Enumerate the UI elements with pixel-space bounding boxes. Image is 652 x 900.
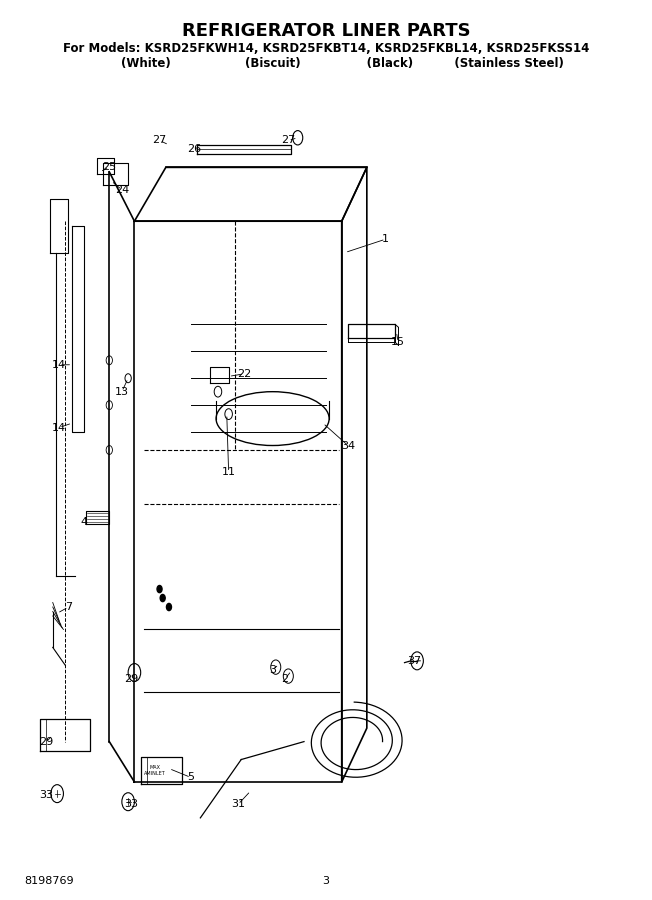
Text: 2: 2 <box>282 674 289 684</box>
Text: 29: 29 <box>124 674 138 684</box>
Text: 27: 27 <box>153 136 167 146</box>
Text: 24: 24 <box>115 184 129 194</box>
Text: 3: 3 <box>323 876 329 886</box>
Text: 14: 14 <box>52 360 66 370</box>
Text: 14: 14 <box>52 423 66 433</box>
Text: 33: 33 <box>40 790 53 800</box>
Text: 5: 5 <box>187 772 194 782</box>
Text: 26: 26 <box>187 144 201 155</box>
Text: 27: 27 <box>281 136 295 146</box>
Text: REFRIGERATOR LINER PARTS: REFRIGERATOR LINER PARTS <box>182 22 470 40</box>
Circle shape <box>160 595 165 601</box>
Text: 11: 11 <box>222 467 235 477</box>
Text: 3: 3 <box>269 665 276 675</box>
Text: MAX
AMINLET: MAX AMINLET <box>144 765 166 776</box>
Text: 22: 22 <box>237 369 252 379</box>
Text: 15: 15 <box>391 338 406 347</box>
Text: 37: 37 <box>407 656 421 666</box>
Text: 31: 31 <box>231 799 245 809</box>
Text: 13: 13 <box>115 387 129 397</box>
Text: 33: 33 <box>125 799 138 809</box>
Text: 4: 4 <box>81 517 88 526</box>
Text: 25: 25 <box>102 162 116 173</box>
Text: (White)                  (Biscuit)                (Black)          (Stainless St: (White) (Biscuit) (Black) (Stainless St <box>88 57 564 70</box>
Text: 8198769: 8198769 <box>25 876 74 886</box>
Circle shape <box>157 586 162 593</box>
Text: 1: 1 <box>382 234 389 244</box>
Text: 7: 7 <box>65 602 72 612</box>
Text: 34: 34 <box>341 440 355 451</box>
Circle shape <box>166 603 171 610</box>
Text: 29: 29 <box>39 736 53 747</box>
Text: For Models: KSRD25FKWH14, KSRD25FKBT14, KSRD25FKBL14, KSRD25FKSS14: For Models: KSRD25FKWH14, KSRD25FKBT14, … <box>63 41 589 55</box>
